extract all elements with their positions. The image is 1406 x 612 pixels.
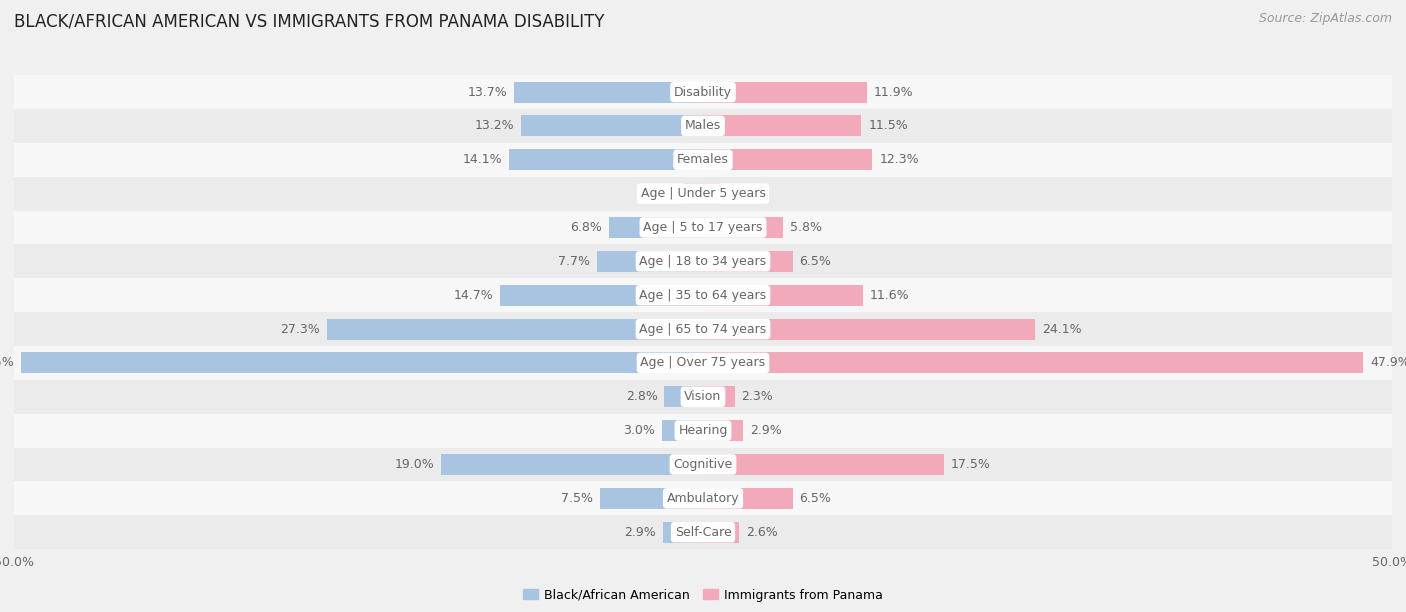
- Bar: [14, 109, 1392, 143]
- Bar: [326, 319, 703, 340]
- Text: 7.5%: 7.5%: [561, 492, 593, 505]
- Bar: [703, 116, 862, 136]
- Text: Age | 35 to 64 years: Age | 35 to 64 years: [640, 289, 766, 302]
- Text: Disability: Disability: [673, 86, 733, 99]
- Bar: [441, 454, 703, 475]
- Bar: [522, 116, 703, 136]
- Text: Females: Females: [678, 153, 728, 166]
- Bar: [703, 285, 863, 305]
- Bar: [703, 521, 738, 543]
- Text: 6.5%: 6.5%: [800, 492, 831, 505]
- Text: 47.9%: 47.9%: [1369, 356, 1406, 370]
- Bar: [683, 183, 703, 204]
- Text: 6.8%: 6.8%: [571, 221, 602, 234]
- Text: 2.9%: 2.9%: [624, 526, 657, 539]
- Text: 5.8%: 5.8%: [790, 221, 821, 234]
- Bar: [14, 278, 1392, 312]
- Bar: [14, 143, 1392, 177]
- Bar: [703, 183, 720, 204]
- Text: 2.8%: 2.8%: [626, 390, 658, 403]
- Text: 6.5%: 6.5%: [800, 255, 831, 268]
- Text: 13.7%: 13.7%: [468, 86, 508, 99]
- Text: 11.5%: 11.5%: [869, 119, 908, 132]
- Text: Age | Over 75 years: Age | Over 75 years: [641, 356, 765, 370]
- Bar: [14, 211, 1392, 244]
- Text: 14.7%: 14.7%: [454, 289, 494, 302]
- Text: Age | Under 5 years: Age | Under 5 years: [641, 187, 765, 200]
- Bar: [14, 414, 1392, 447]
- Text: 12.3%: 12.3%: [879, 153, 920, 166]
- Text: 11.9%: 11.9%: [875, 86, 914, 99]
- Bar: [14, 244, 1392, 278]
- Text: Vision: Vision: [685, 390, 721, 403]
- Text: Source: ZipAtlas.com: Source: ZipAtlas.com: [1258, 12, 1392, 25]
- Text: BLACK/AFRICAN AMERICAN VS IMMIGRANTS FROM PANAMA DISABILITY: BLACK/AFRICAN AMERICAN VS IMMIGRANTS FRO…: [14, 12, 605, 30]
- Text: 1.4%: 1.4%: [645, 187, 676, 200]
- Bar: [14, 380, 1392, 414]
- Bar: [703, 319, 1035, 340]
- Bar: [664, 521, 703, 543]
- Bar: [14, 515, 1392, 549]
- Bar: [703, 488, 793, 509]
- Bar: [501, 285, 703, 305]
- Text: 1.2%: 1.2%: [727, 187, 758, 200]
- Bar: [703, 81, 868, 103]
- Text: 17.5%: 17.5%: [950, 458, 991, 471]
- Bar: [703, 353, 1362, 373]
- Text: Age | 65 to 74 years: Age | 65 to 74 years: [640, 323, 766, 335]
- Bar: [14, 75, 1392, 109]
- Text: 2.9%: 2.9%: [749, 424, 782, 437]
- Bar: [703, 149, 873, 170]
- Bar: [609, 217, 703, 238]
- Bar: [598, 251, 703, 272]
- Bar: [515, 81, 703, 103]
- Text: Age | 5 to 17 years: Age | 5 to 17 years: [644, 221, 762, 234]
- Bar: [599, 488, 703, 509]
- Bar: [665, 386, 703, 407]
- Text: Hearing: Hearing: [678, 424, 728, 437]
- Bar: [21, 353, 703, 373]
- Text: Age | 18 to 34 years: Age | 18 to 34 years: [640, 255, 766, 268]
- Bar: [703, 386, 735, 407]
- Bar: [703, 454, 945, 475]
- Text: 13.2%: 13.2%: [475, 119, 515, 132]
- Text: 11.6%: 11.6%: [870, 289, 910, 302]
- Bar: [14, 346, 1392, 380]
- Text: Cognitive: Cognitive: [673, 458, 733, 471]
- Bar: [662, 420, 703, 441]
- Text: 24.1%: 24.1%: [1042, 323, 1081, 335]
- Bar: [703, 420, 742, 441]
- Text: 7.7%: 7.7%: [558, 255, 591, 268]
- Bar: [703, 217, 783, 238]
- Bar: [14, 482, 1392, 515]
- Text: 2.3%: 2.3%: [741, 390, 773, 403]
- Text: 27.3%: 27.3%: [280, 323, 321, 335]
- Text: 49.5%: 49.5%: [0, 356, 14, 370]
- Text: Males: Males: [685, 119, 721, 132]
- Text: 2.6%: 2.6%: [745, 526, 778, 539]
- Bar: [14, 447, 1392, 482]
- Bar: [14, 312, 1392, 346]
- Bar: [703, 251, 793, 272]
- Bar: [509, 149, 703, 170]
- Bar: [14, 177, 1392, 211]
- Legend: Black/African American, Immigrants from Panama: Black/African American, Immigrants from …: [519, 584, 887, 606]
- Text: Self-Care: Self-Care: [675, 526, 731, 539]
- Text: 3.0%: 3.0%: [623, 424, 655, 437]
- Text: 14.1%: 14.1%: [463, 153, 502, 166]
- Text: Ambulatory: Ambulatory: [666, 492, 740, 505]
- Text: 19.0%: 19.0%: [395, 458, 434, 471]
